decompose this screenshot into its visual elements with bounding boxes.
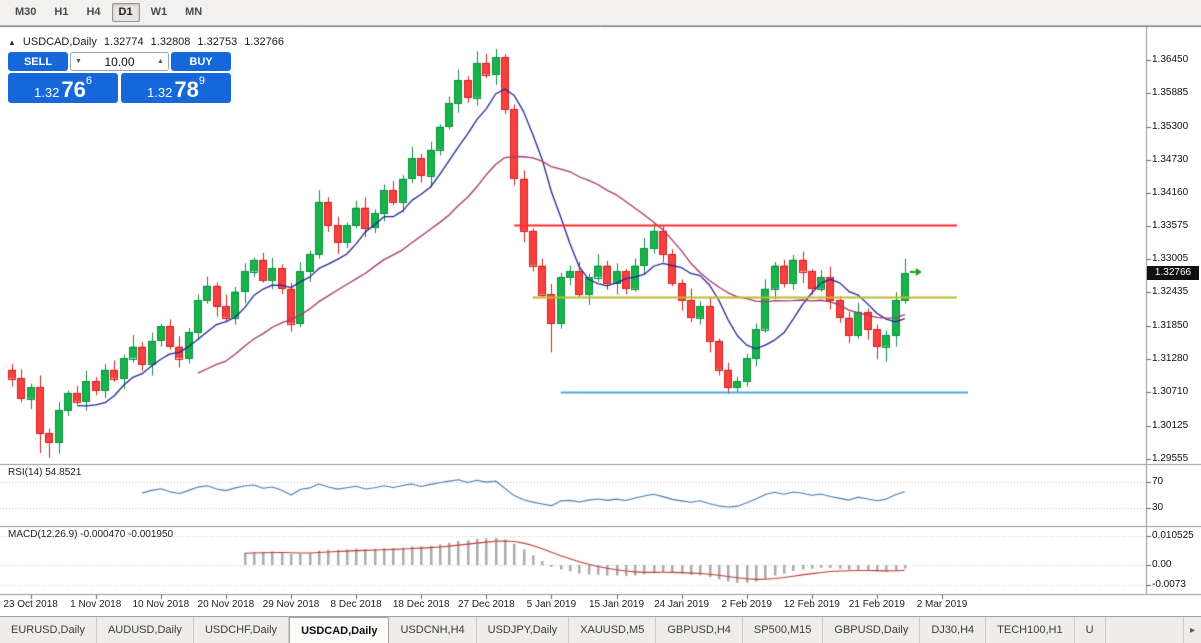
- ohlc-open: 1.32774: [103, 36, 144, 48]
- price-axis-label: 1.29555: [1152, 453, 1189, 465]
- price-axis-label: 1.31280: [1152, 353, 1189, 365]
- macd-axis-label: 0.00: [1152, 559, 1172, 570]
- volume-decrease-icon[interactable]: ▼: [75, 58, 82, 65]
- buy-price-pipette: 9: [198, 75, 205, 87]
- tab-u[interactable]: U: [1075, 617, 1106, 643]
- tab-gbpusd-h4[interactable]: GBPUSD,H4: [656, 617, 743, 643]
- timeframe-bar: M30 H1 H4 D1 W1 MN: [0, 0, 1201, 26]
- date-axis-label: 23 Oct 2018: [3, 599, 58, 610]
- timeframe-button-m30[interactable]: M30: [15, 6, 37, 18]
- ohlc-high: 1.32808: [150, 36, 191, 48]
- tab-scroll-right-icon[interactable]: ▸: [1183, 617, 1201, 643]
- price-axis-label: 1.36450: [1152, 54, 1189, 65]
- tab-eurusd-daily[interactable]: EURUSD,Daily: [0, 617, 97, 643]
- timeframe-button-mn[interactable]: MN: [185, 6, 203, 18]
- date-axis-label: 8 Dec 2018: [330, 599, 382, 610]
- price-chart-canvas[interactable]: [0, 26, 1201, 616]
- sell-price-whole: 1.32: [34, 84, 60, 100]
- date-axis-label: 12 Feb 2019: [783, 599, 840, 610]
- price-axis-label: 1.32435: [1152, 286, 1189, 298]
- ohlc-close: 1.32766: [244, 36, 284, 48]
- date-axis-label: 2 Feb 2019: [721, 599, 772, 610]
- rsi-axis-label: 70: [1152, 476, 1164, 487]
- volume-increase-icon[interactable]: ▲: [157, 58, 164, 65]
- volume-input[interactable]: 10.00: [104, 54, 135, 69]
- date-axis-label: 27 Dec 2018: [457, 599, 515, 610]
- current-price-badge: 1.32766: [1147, 266, 1199, 281]
- price-axis-label: 1.34730: [1152, 153, 1189, 165]
- date-axis-label: 1 Nov 2018: [70, 599, 122, 610]
- chart-window: ▲ USDCAD,Daily 1.32774 1.32808 1.32753 1…: [0, 26, 1201, 616]
- price-axis-label: 1.33575: [1152, 220, 1189, 232]
- ohlc-low: 1.32753: [197, 36, 238, 48]
- price-axis-label: 1.34160: [1152, 186, 1189, 198]
- sell-price-pipette: 6: [85, 75, 92, 87]
- price-axis-label: 1.35300: [1152, 120, 1189, 132]
- date-axis-label: 24 Jan 2019: [654, 599, 710, 610]
- symbol-title: USDCAD,Daily: [22, 36, 97, 48]
- date-axis-label: 2 Mar 2019: [916, 599, 968, 610]
- price-axis-label: 1.33005: [1152, 253, 1189, 265]
- date-axis-label: 29 Nov 2018: [262, 599, 320, 610]
- buy-price-button[interactable]: 1.32 78 9: [121, 73, 231, 103]
- timeframe-button-h1[interactable]: H1: [54, 6, 69, 18]
- timeframe-button-d1[interactable]: D1: [111, 3, 140, 22]
- tab-usdjpy-daily[interactable]: USDJPY,Daily: [477, 617, 570, 643]
- tab-gbpusd-daily[interactable]: GBPUSD,Daily: [823, 617, 921, 643]
- date-axis-label: 21 Feb 2019: [848, 599, 905, 610]
- price-axis-label: 1.30125: [1152, 420, 1189, 432]
- date-axis-label: 15 Jan 2019: [588, 599, 645, 610]
- date-axis-label: 10 Nov 2018: [132, 599, 190, 610]
- buy-button[interactable]: BUY: [171, 52, 231, 71]
- rsi-axis-label: 30: [1152, 502, 1164, 513]
- timeframe-button-h4[interactable]: H4: [86, 6, 101, 18]
- sell-price-button[interactable]: 1.32 76 6: [8, 73, 118, 103]
- chart-symbol-header: ▲ USDCAD,Daily 1.32774 1.32808 1.32753 1…: [8, 36, 284, 48]
- sell-price-pips: 76: [61, 77, 86, 103]
- price-axis-label: 1.31850: [1152, 320, 1189, 332]
- tab-dj30-h4[interactable]: DJ30,H4: [920, 617, 987, 643]
- tab-bar: EURUSD,Daily AUDUSD,Daily USDCHF,Daily USDC…: [0, 616, 1201, 643]
- rsi-label: RSI(14) 54.8521: [8, 467, 82, 478]
- macd-axis-label: 0.010525: [1152, 530, 1194, 541]
- tab-sp500-m15[interactable]: SP500,M15: [743, 617, 824, 643]
- tab-usdcad-daily[interactable]: USDCAD,Daily: [289, 617, 390, 643]
- date-axis-label: 20 Nov 2018: [197, 599, 255, 610]
- one-click-trade-panel: SELL ▼ 10.00 ▲ BUY 1.32 76 6 1.32 78 9: [8, 52, 231, 103]
- tab-tech100-h1[interactable]: TECH100,H1: [986, 617, 1075, 643]
- date-axis[interactable]: 23 Oct 2018 1 Nov 2018 10 Nov 2018 20 Nov 2…: [0, 595, 1146, 616]
- symbol-arrow-icon: ▲: [8, 38, 16, 47]
- tab-xauusd-m5[interactable]: XAUUSD,M5: [569, 617, 657, 643]
- volume-spinner: ▼ 10.00 ▲: [70, 52, 169, 71]
- macd-label: MACD(12.26.9) -0.000470 -0.001950: [8, 529, 174, 540]
- price-axis-label: 1.30710: [1152, 386, 1189, 398]
- tab-usdcnh-h4[interactable]: USDCNH,H4: [389, 617, 477, 643]
- buy-price-pips: 78: [174, 77, 199, 103]
- date-axis-label: 5 Jan 2019: [526, 599, 577, 610]
- timeframe-button-w1[interactable]: W1: [150, 6, 168, 18]
- tab-usdchf-daily[interactable]: USDCHF,Daily: [194, 617, 290, 643]
- date-axis-label: 18 Dec 2018: [392, 599, 450, 610]
- buy-price-whole: 1.32: [147, 84, 173, 100]
- sell-button[interactable]: SELL: [8, 52, 68, 71]
- price-axis[interactable]: 1.36450 1.35885 1.35300 1.34730 1.34160 1.335…: [1146, 26, 1201, 594]
- macd-axis-label: -0.0073: [1152, 579, 1186, 591]
- price-axis-label: 1.35885: [1152, 86, 1189, 98]
- tab-audusd-daily[interactable]: AUDUSD,Daily: [97, 617, 194, 643]
- tab-list: EURUSD,Daily AUDUSD,Daily USDCHF,Daily USDC…: [0, 617, 1183, 643]
